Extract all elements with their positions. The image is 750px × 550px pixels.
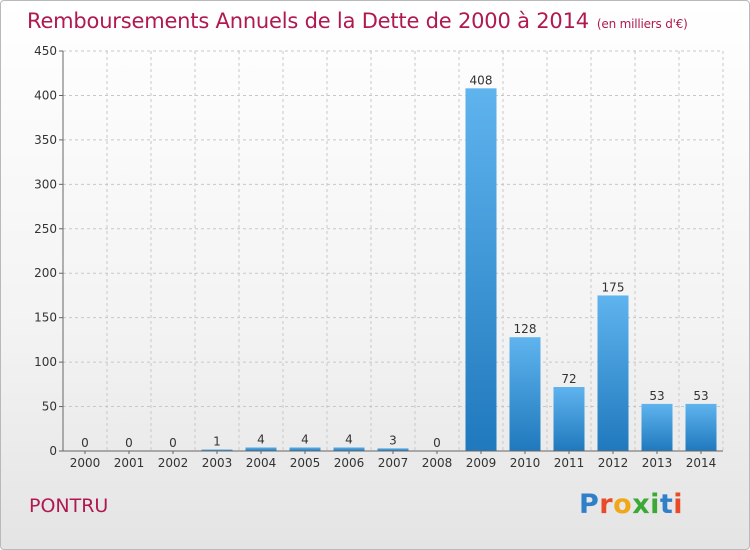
ytick-label-150: 150 xyxy=(34,311,57,325)
chart-title-text: Remboursements Annuels de la Dette de 20… xyxy=(27,9,589,33)
logo-letter: i xyxy=(673,489,684,520)
logo-letter: r xyxy=(599,489,614,520)
xtick-label-2014: 2014 xyxy=(686,456,717,470)
xtick-label-2006: 2006 xyxy=(334,456,365,470)
ytick-label-250: 250 xyxy=(34,222,57,236)
logo-letter: o xyxy=(613,489,633,520)
commune-name: PONTRU xyxy=(29,495,109,517)
chart-title: Remboursements Annuels de la Dette de 20… xyxy=(27,9,688,33)
xtick-label-2011: 2011 xyxy=(554,456,585,470)
xtick-label-2003: 2003 xyxy=(202,456,233,470)
ytick-label-50: 50 xyxy=(42,400,57,414)
data-label-2001: 0 xyxy=(125,436,133,450)
xtick-label-2010: 2010 xyxy=(510,456,541,470)
bar-2004 xyxy=(245,447,277,451)
data-label-2004: 4 xyxy=(257,432,265,446)
ytick-label-350: 350 xyxy=(34,133,57,147)
bar-2007 xyxy=(377,448,409,451)
xtick-label-2009: 2009 xyxy=(466,456,497,470)
logo-letter: x xyxy=(632,489,651,520)
label-layer: 0 0 0 1 4 4 4 3 0 408 128 72 175 53 53 xyxy=(81,73,708,450)
bar-2011 xyxy=(553,387,585,451)
data-label-2010: 128 xyxy=(514,322,537,336)
xtick-label-2000: 2000 xyxy=(70,456,101,470)
ytick-label-200: 200 xyxy=(34,266,57,280)
bar-2003 xyxy=(201,449,233,451)
ytick-label-100: 100 xyxy=(34,355,57,369)
proxiti-logo[interactable]: Proxiti xyxy=(579,489,683,520)
data-label-2012: 175 xyxy=(602,280,625,294)
data-label-2009: 408 xyxy=(470,73,493,87)
data-label-2002: 0 xyxy=(169,436,177,450)
ytick-label-450: 450 xyxy=(34,44,57,58)
ytick-label-0: 0 xyxy=(49,444,57,458)
bar-2009 xyxy=(465,88,497,451)
ytick-label-300: 300 xyxy=(34,177,57,191)
bar-2012 xyxy=(597,295,629,451)
xtick-label-2005: 2005 xyxy=(290,456,321,470)
data-label-2006: 4 xyxy=(345,432,353,446)
data-label-2005: 4 xyxy=(301,432,309,446)
bar-2005 xyxy=(289,447,321,451)
xtick-label-2004: 2004 xyxy=(246,456,277,470)
logo-letter: P xyxy=(579,489,600,520)
data-label-2000: 0 xyxy=(81,436,89,450)
data-label-2007: 3 xyxy=(389,433,397,447)
logo-letter: t xyxy=(659,489,674,520)
xtick-label-2007: 2007 xyxy=(378,456,409,470)
data-label-2013: 53 xyxy=(649,389,664,403)
data-label-2014: 53 xyxy=(693,389,708,403)
xtick-label-2001: 2001 xyxy=(114,456,145,470)
xtick-label-2013: 2013 xyxy=(642,456,673,470)
data-label-2011: 72 xyxy=(561,372,576,386)
logo-letter: i xyxy=(650,489,660,520)
xtick-label-2008: 2008 xyxy=(422,456,453,470)
data-label-2008: 0 xyxy=(433,436,441,450)
data-label-2003: 1 xyxy=(213,435,221,449)
bar-layer xyxy=(201,88,717,451)
chart-title-unit: (en milliers d'€) xyxy=(596,17,688,31)
bar-2010 xyxy=(509,337,541,451)
bar-2006 xyxy=(333,447,365,451)
bar-2014 xyxy=(685,403,717,451)
xtick-label-2002: 2002 xyxy=(158,456,189,470)
bar-2013 xyxy=(641,403,673,451)
ytick-label-400: 400 xyxy=(34,88,57,102)
xtick-label-2012: 2012 xyxy=(598,456,629,470)
